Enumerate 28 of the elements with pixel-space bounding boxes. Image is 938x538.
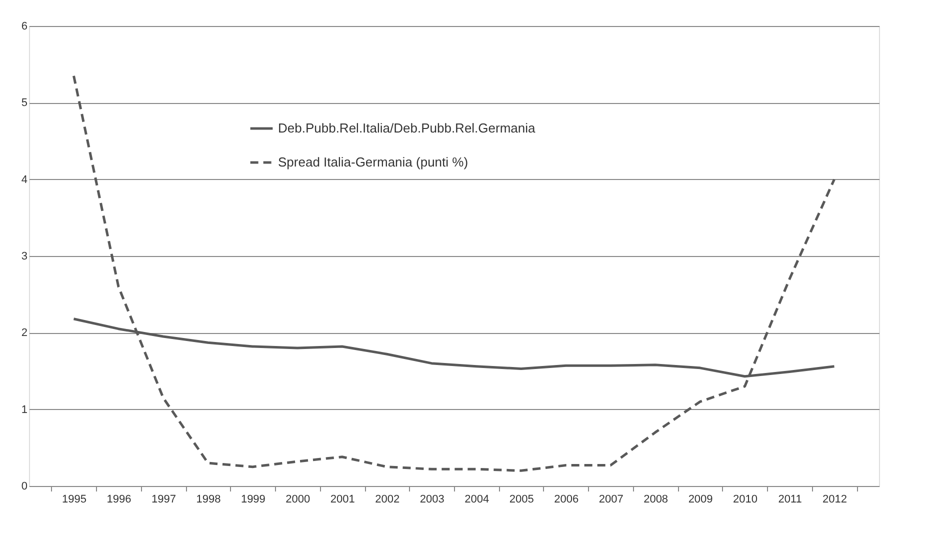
legend-label: Deb.Pubb.Rel.Italia/Deb.Pubb.Rel.Germania: [278, 120, 536, 136]
y-tick-label: 3: [21, 250, 28, 262]
x-tick-label: 2002: [375, 494, 400, 506]
x-tick-label: 2011: [778, 494, 802, 506]
x-tick-label: 1998: [196, 494, 221, 506]
x-tick-label: 2006: [554, 494, 579, 506]
y-tick-label: 0: [21, 480, 28, 492]
x-tick-label: 2012: [822, 494, 848, 506]
x-tick-label: 2010: [733, 494, 758, 506]
x-tick-label: 2009: [688, 494, 713, 506]
y-tick-label: 5: [21, 97, 28, 110]
x-tick-label: 2000: [286, 494, 310, 506]
x-tick-label: 1996: [106, 494, 132, 506]
x-tick-label: 2008: [644, 494, 668, 506]
x-tick-label: 1999: [240, 494, 266, 506]
x-tick-label: 2007: [598, 494, 624, 506]
y-tick-label: 1: [21, 404, 28, 416]
x-tick-label: 1997: [151, 494, 176, 506]
x-tick-label: 1995: [62, 494, 86, 506]
y-tick-label: 4: [21, 174, 28, 186]
y-tick-label: 6: [21, 20, 28, 32]
x-tick-label: 2005: [509, 494, 534, 506]
x-tick-label: 2004: [464, 494, 490, 506]
x-tick-label: 2003: [420, 494, 444, 506]
legend-label: Spread Italia-Germania (punti %): [278, 154, 468, 170]
line-series: [72, 74, 836, 472]
y-tick-label: 2: [21, 327, 28, 340]
x-tick-label: 2001: [330, 494, 355, 506]
